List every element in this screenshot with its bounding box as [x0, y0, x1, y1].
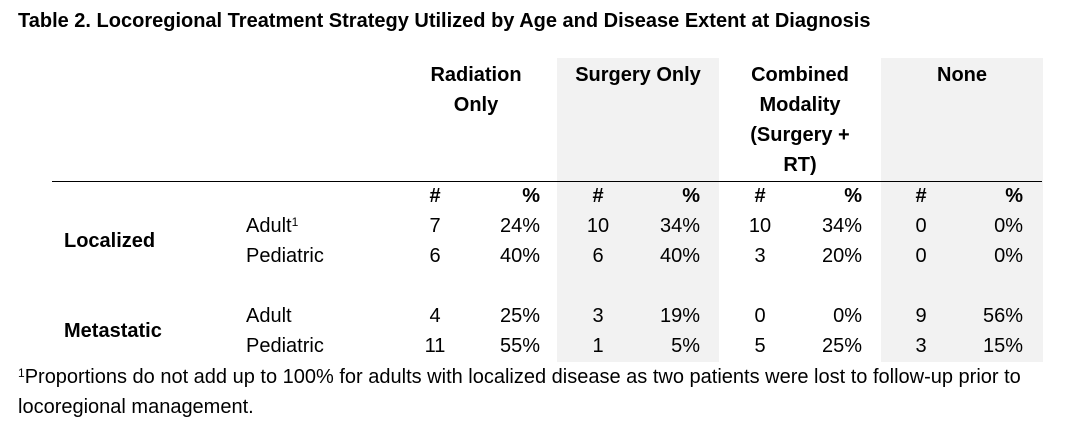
table-footnote: 1Proportions do not add up to 100% for a…: [18, 362, 1058, 422]
table-title: Table 2. Locoregional Treatment Strategy…: [18, 10, 871, 32]
subheader-count: #: [915, 185, 927, 207]
header-line: Modality: [759, 94, 841, 116]
header-divider: [52, 181, 1042, 182]
table-cell: 56%: [982, 305, 1023, 327]
table-cell: 10: [586, 215, 610, 237]
table-cell: 11: [424, 335, 446, 357]
table-cell: 0: [915, 245, 927, 267]
subheader-count: #: [429, 185, 441, 207]
column-header-radiation-only: Radiation Only: [395, 60, 557, 120]
column-shade-none: [881, 58, 1043, 362]
subheader-percent: %: [1005, 185, 1023, 207]
table-cell: 34%: [821, 215, 862, 237]
table-cell: 0%: [833, 305, 862, 327]
footnote-marker: 1: [18, 366, 25, 380]
table-cell: 6: [592, 245, 604, 267]
column-shade-surgery-only: [557, 58, 719, 362]
column-header-combined-modality: Combined Modality (Surgery + RT): [719, 60, 881, 180]
table-cell: 5%: [671, 335, 700, 357]
table-cell: 25%: [499, 305, 540, 327]
column-header-surgery-only: Surgery Only: [557, 60, 719, 90]
subheader-percent: %: [522, 185, 540, 207]
table-cell: 3: [592, 305, 604, 327]
table-cell: 40%: [659, 245, 700, 267]
header-line: Radiation: [430, 64, 522, 86]
table-cell: 5: [754, 335, 766, 357]
row-label-adult: Adult1: [246, 211, 298, 241]
table-cell: 6: [429, 245, 441, 267]
table-cell: 34%: [659, 215, 700, 237]
header-line: Only: [453, 94, 499, 116]
row-label-pediatric: Pediatric: [246, 245, 324, 267]
table-cell: 7: [429, 215, 441, 237]
column-header-none: None: [881, 60, 1043, 90]
table-cell: 25%: [821, 335, 862, 357]
table-cell: 0: [915, 215, 927, 237]
table-cell: 4: [429, 305, 441, 327]
table-cell: 10: [748, 215, 772, 237]
row-group-metastatic: Metastatic: [64, 320, 162, 342]
table-cell: 20%: [821, 245, 862, 267]
footnote-text: Proportions do not add up to 100% for ad…: [18, 366, 1021, 418]
table-cell: 15%: [982, 335, 1023, 357]
table-cell: 0: [754, 305, 766, 327]
header-line: (Surgery +: [750, 124, 850, 146]
table-cell: 0%: [994, 215, 1023, 237]
header-line: None: [937, 64, 987, 86]
table-cell: 3: [754, 245, 766, 267]
table-cell: 1: [592, 335, 604, 357]
subheader-count: #: [754, 185, 766, 207]
table-cell: 24%: [499, 215, 540, 237]
table-cell: 9: [915, 305, 927, 327]
header-line: RT): [783, 154, 817, 176]
table-cell: 19%: [659, 305, 700, 327]
subheader-percent: %: [844, 185, 862, 207]
table-cell: 0%: [994, 245, 1023, 267]
table-cell: 55%: [499, 335, 540, 357]
subheader-percent: %: [682, 185, 700, 207]
header-line: Surgery Only: [575, 64, 701, 86]
row-label-adult: Adult: [246, 305, 292, 327]
footnote-marker: 1: [291, 215, 299, 229]
row-label-pediatric: Pediatric: [246, 335, 324, 357]
table-cell: 40%: [499, 245, 540, 267]
table-cell: 3: [915, 335, 927, 357]
subheader-count: #: [592, 185, 604, 207]
row-label-text: Adult: [246, 215, 292, 237]
row-group-localized: Localized: [64, 230, 156, 252]
header-line: Combined: [751, 64, 849, 86]
